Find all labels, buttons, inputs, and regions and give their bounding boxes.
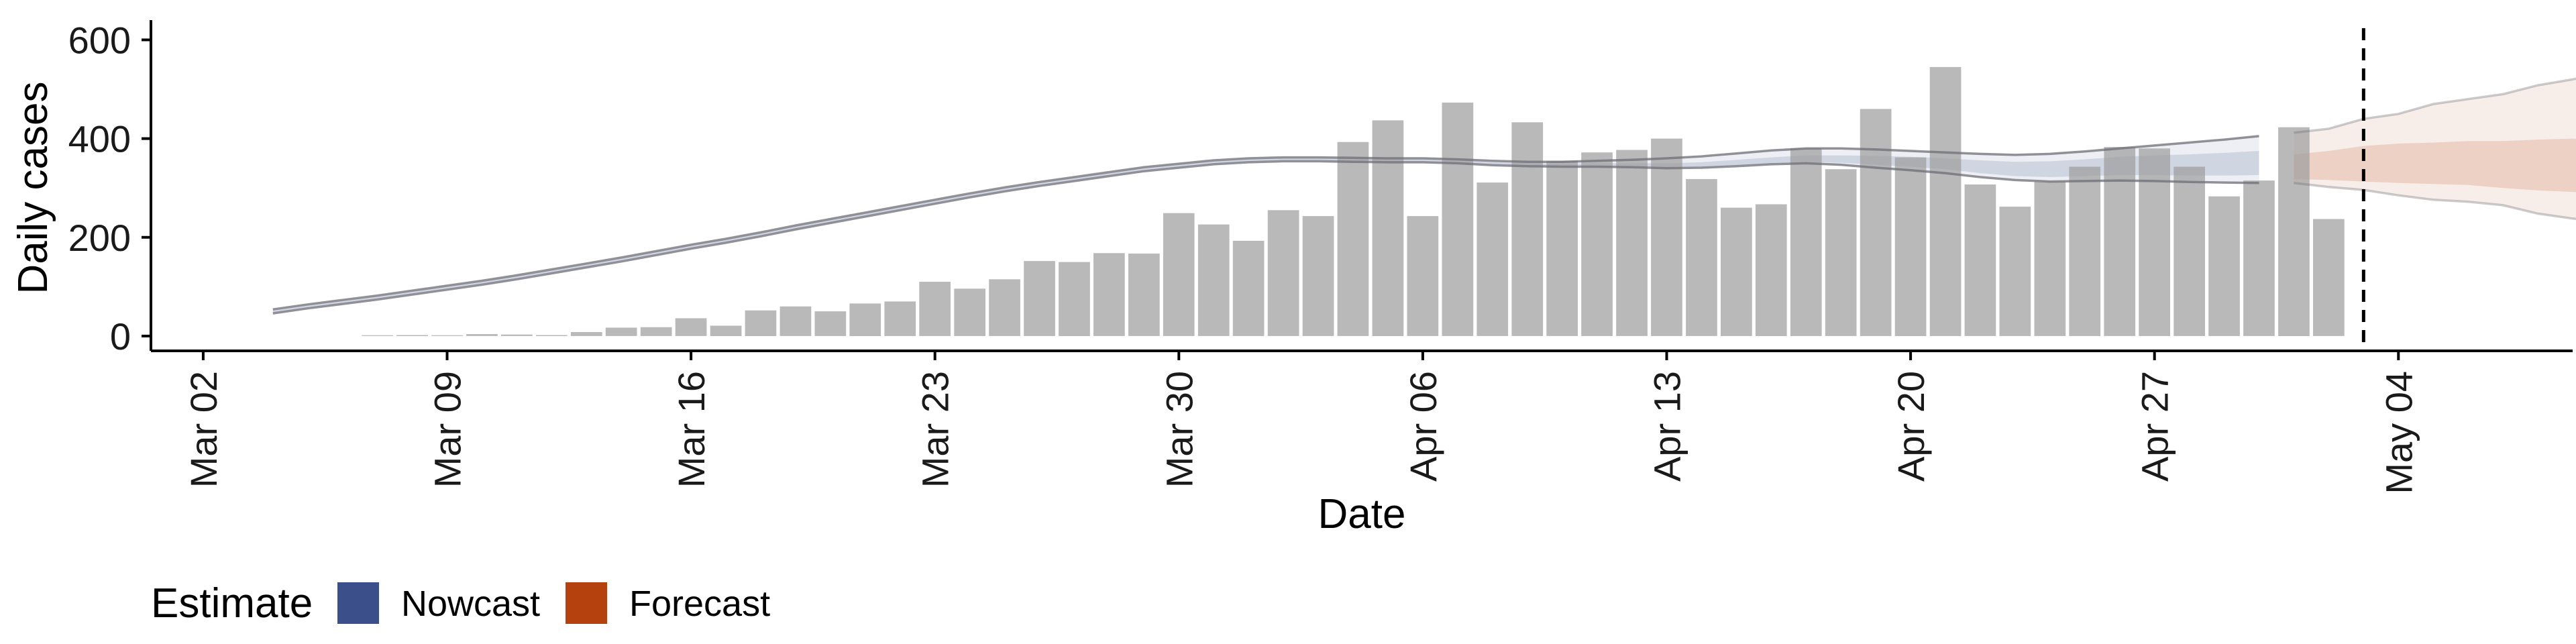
bar	[2139, 148, 2170, 336]
forecast-outer-band	[2294, 78, 2576, 219]
bar	[640, 327, 672, 336]
x-tick-label: Apr 20	[1890, 371, 1932, 482]
bar	[2104, 147, 2136, 336]
bar	[1999, 207, 2031, 336]
bar	[1790, 148, 1822, 336]
bar	[2278, 127, 2310, 336]
bar	[1929, 66, 1962, 336]
bar	[1894, 157, 1927, 336]
y-axis-ticks: 0 200 400 600	[68, 19, 151, 358]
legend: Estimate Nowcast Forecast	[151, 580, 770, 627]
bar	[1442, 102, 1474, 336]
bar	[2208, 196, 2240, 336]
bar	[2034, 181, 2066, 336]
bar	[1686, 178, 1717, 336]
x-tick-label: Mar 16	[670, 371, 712, 488]
x-tick-label: Apr 13	[1646, 371, 1688, 482]
bar	[2313, 219, 2345, 336]
bar	[1163, 213, 1195, 336]
bar	[884, 301, 916, 336]
bar	[1860, 109, 1892, 336]
bar	[710, 325, 742, 336]
bar	[675, 318, 707, 336]
bar	[431, 335, 463, 336]
x-tick-label: Mar 02	[182, 371, 225, 488]
nowcast-inner-band	[272, 151, 2259, 313]
y-tick-label: 600	[68, 19, 131, 61]
bar	[1197, 224, 1230, 336]
bars	[362, 66, 2345, 336]
bar	[2069, 166, 2101, 336]
bar	[570, 332, 602, 336]
bar	[1232, 240, 1265, 336]
bar	[2174, 166, 2205, 336]
bar	[536, 335, 568, 336]
x-tick-label: Mar 09	[427, 371, 469, 488]
legend-title: Estimate	[151, 580, 313, 627]
legend-label-forecast: Forecast	[629, 584, 770, 624]
bar	[1302, 216, 1334, 336]
bar	[1616, 150, 1648, 336]
x-axis-ticks: Mar 02 Mar 09 Mar 16 Mar 23 Mar 30 Apr 06 Apr …	[182, 351, 2420, 494]
y-tick-label: 400	[68, 118, 131, 160]
bar	[362, 335, 393, 336]
bar	[1372, 120, 1404, 336]
bar	[1267, 210, 1299, 336]
x-tick-label: Apr 27	[2134, 371, 2176, 482]
x-axis-title: Date	[1318, 491, 1406, 537]
bar	[1337, 142, 1369, 336]
legend-key-forecast	[566, 582, 607, 624]
axes: 0 200 400 600 Mar 02 Mar 09 Mar 16 Mar 23 Mar 3…	[68, 19, 2573, 494]
bar	[989, 279, 1020, 336]
bar	[1721, 207, 1752, 336]
bar	[1059, 262, 1090, 336]
bar	[1964, 184, 1996, 336]
bar	[1546, 160, 1578, 336]
y-tick-label: 200	[68, 217, 131, 259]
bar	[1024, 261, 1055, 336]
bar	[1825, 169, 1857, 336]
y-tick-label: 0	[110, 315, 131, 358]
forecast-lower-line	[2294, 182, 2576, 221]
forecast-upper-line	[2294, 77, 2576, 134]
bar	[1407, 216, 1439, 336]
legend-key-nowcast	[337, 582, 379, 624]
bar	[466, 334, 498, 336]
legend-label-nowcast: Nowcast	[401, 584, 540, 624]
bar	[919, 282, 951, 336]
bar	[1755, 204, 1787, 336]
bar	[605, 327, 637, 336]
bar	[2243, 180, 2275, 336]
bar	[1651, 138, 1682, 336]
nowcast-upper-line	[272, 135, 2259, 311]
bar	[849, 303, 881, 336]
x-tick-label: Mar 23	[914, 371, 957, 488]
x-tick-label: Mar 30	[1158, 371, 1200, 488]
bar	[396, 335, 428, 336]
x-tick-label: May 04	[2377, 371, 2420, 494]
bar	[814, 311, 847, 336]
bar	[745, 310, 777, 336]
y-axis-title: Daily cases	[10, 82, 56, 294]
bar	[1093, 253, 1125, 336]
bar	[1128, 254, 1160, 336]
bar	[501, 334, 533, 336]
estimate-lines	[272, 77, 2576, 315]
bar	[1511, 122, 1544, 336]
nowcast-lower-line	[272, 160, 2259, 315]
bar	[780, 306, 812, 336]
x-tick-label: Apr 06	[1402, 371, 1444, 482]
bar	[954, 288, 985, 336]
bar	[1477, 182, 1509, 336]
bar	[1581, 152, 1613, 336]
